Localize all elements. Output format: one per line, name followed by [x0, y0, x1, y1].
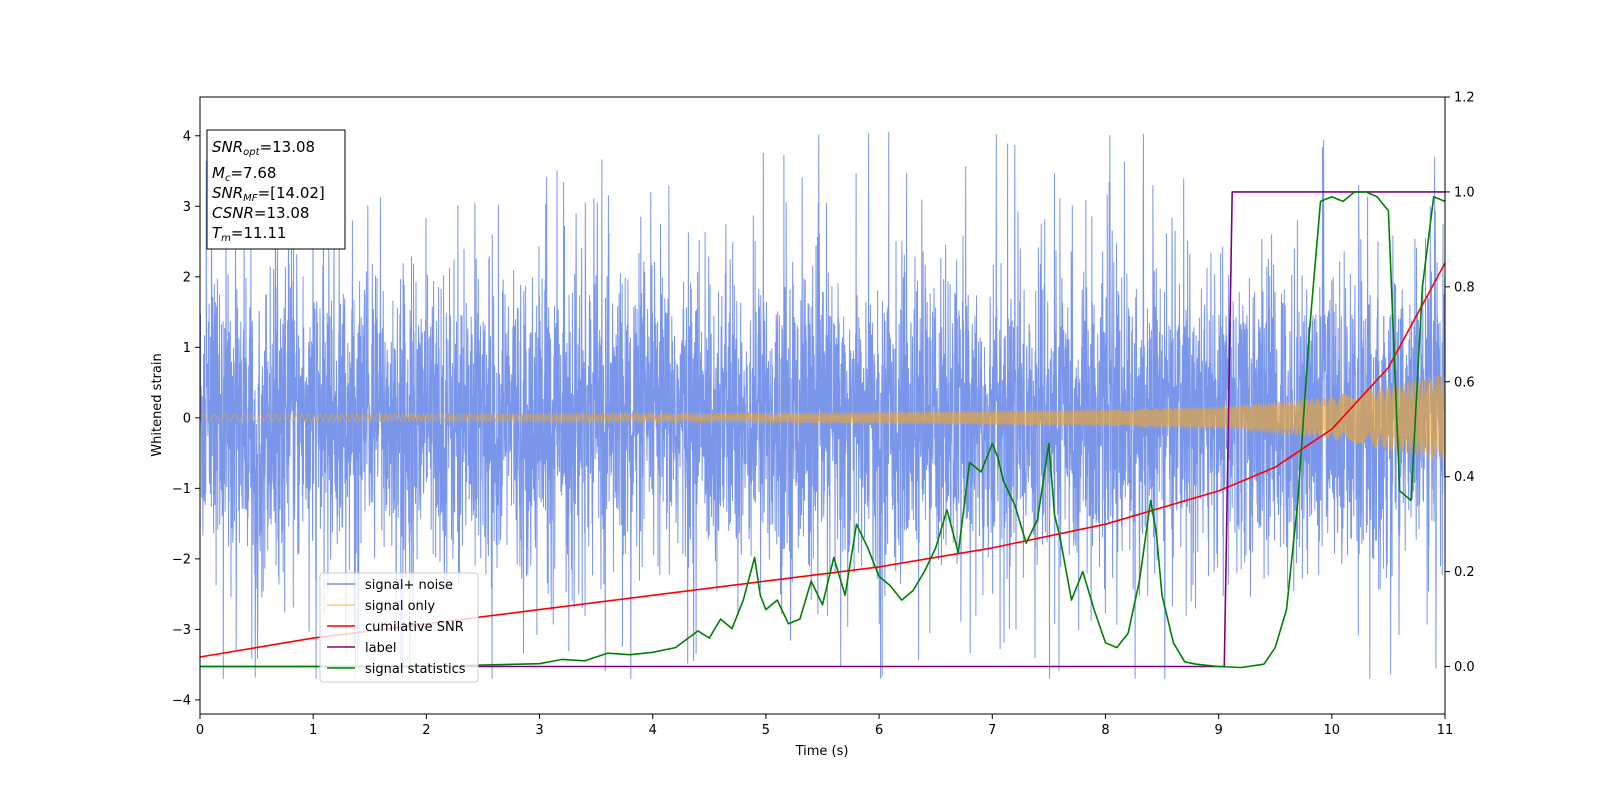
y-left-tick-label: 1 — [183, 341, 191, 356]
x-tick-label: 5 — [762, 723, 770, 738]
x-tick-label: 8 — [1101, 723, 1109, 738]
legend-label-signal-noise: signal+ noise — [365, 578, 453, 593]
y-right-tick-label: 0.2 — [1454, 565, 1475, 580]
x-tick-label: 3 — [535, 723, 543, 738]
legend-label-signal-only: signal only — [365, 599, 435, 614]
x-tick-label: 7 — [988, 723, 996, 738]
x-tick-label: 11 — [1437, 723, 1454, 738]
x-tick-label: 0 — [196, 723, 204, 738]
y-left-tick-label: −2 — [172, 552, 191, 567]
legend-label-signal-statistics: signal statistics — [365, 662, 466, 677]
annotation-snr-mf: SNRMF=[14.02] — [212, 184, 325, 204]
axes-frame — [199, 96, 1446, 715]
y-right-tick-label: 1.2 — [1454, 91, 1475, 106]
y-axis-label: Whitened strain — [150, 353, 165, 456]
left-y-axis-ticks: 4 3 2 1 0 −1 −2 −3 −4 — [172, 129, 200, 708]
x-tick-label: 6 — [875, 723, 883, 738]
legend: signal+ noise signal only cumilative SNR… — [319, 572, 479, 683]
annotation-mc: Mc=7.68 — [212, 164, 276, 184]
annotation-tm: Tm=11.11 — [212, 224, 286, 244]
y-right-tick-label: 0.6 — [1454, 375, 1475, 390]
y-left-tick-label: 0 — [183, 411, 191, 426]
y-left-tick-label: 4 — [183, 129, 191, 144]
legend-frame — [319, 572, 479, 683]
y-right-tick-label: 0.8 — [1454, 280, 1475, 295]
annotation-csnr: CSNR=13.08 — [212, 204, 309, 222]
annotation-box: SNRopt=13.08 Mc=7.68 SNRMF=[14.02] CSNR=… — [206, 129, 346, 250]
annotation-snr-opt: SNRopt=13.08 — [212, 138, 315, 158]
x-axis-label: Time (s) — [795, 744, 849, 759]
y-left-tick-label: −3 — [172, 623, 191, 638]
y-right-tick-label: 0.0 — [1454, 660, 1475, 675]
x-tick-label: 2 — [422, 723, 430, 738]
y-right-tick-label: 1.0 — [1454, 185, 1475, 200]
series-signal-only-line — [200, 374, 1445, 462]
right-y-axis-ticks: 1.2 1.0 0.8 0.6 0.4 0.2 0.0 — [1445, 91, 1475, 675]
x-axis-ticks: 0 1 2 3 4 5 6 7 8 9 10 11 — [196, 714, 1453, 738]
x-tick-label: 4 — [649, 723, 657, 738]
legend-label-label: label — [365, 641, 396, 656]
x-tick-label: 1 — [309, 723, 317, 738]
series-signal-statistics-line — [200, 191, 1445, 669]
y-left-tick-label: 3 — [183, 200, 191, 215]
y-left-tick-label: 2 — [183, 270, 191, 285]
series-label-line — [200, 191, 1445, 668]
y-left-tick-label: −1 — [172, 482, 191, 497]
annotation-frame — [206, 129, 346, 250]
legend-label-cumulative-snr: cumilative SNR — [365, 620, 464, 635]
y-right-tick-label: 0.4 — [1454, 470, 1475, 485]
x-tick-label: 9 — [1214, 723, 1222, 738]
y-left-tick-label: −4 — [172, 693, 191, 708]
x-tick-label: 10 — [1324, 723, 1341, 738]
